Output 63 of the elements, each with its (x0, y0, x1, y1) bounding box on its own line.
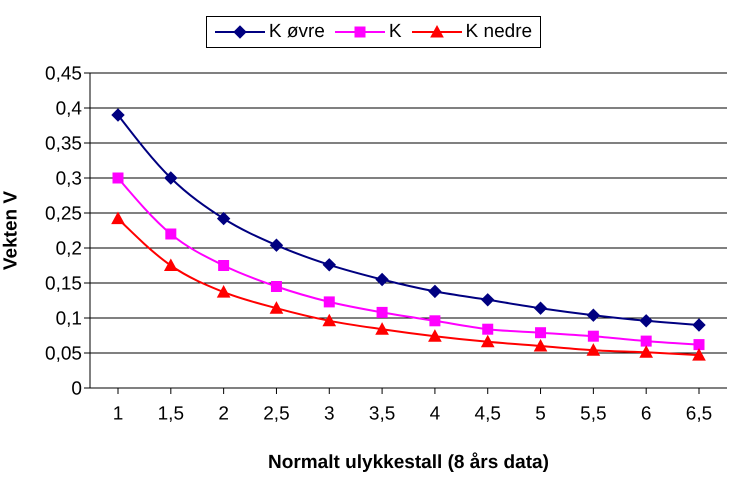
x-tick-label: 4,5 (474, 403, 501, 424)
y-tick-label: 0,35 (45, 134, 82, 155)
legend-label: K nedre (466, 21, 532, 43)
point (692, 348, 706, 361)
point (164, 172, 178, 184)
y-tick-label: 0 (71, 378, 82, 400)
point (588, 330, 599, 342)
y-tick-label: 0,2 (56, 238, 82, 260)
x-tick-label: 5 (535, 403, 546, 424)
point (322, 314, 336, 326)
point (428, 284, 442, 298)
x-tick-label: 6,5 (686, 403, 712, 424)
point (534, 340, 548, 352)
y-tick-label: 0,45 (45, 64, 82, 85)
y-tick-label: 0,05 (45, 344, 82, 365)
point (112, 212, 124, 224)
point (376, 306, 388, 318)
x-tick-label: 2,5 (263, 403, 290, 424)
x-tick-label: 3,5 (368, 403, 396, 424)
y-tick-label: 0,4 (56, 98, 82, 120)
y-tick-label: 0,3 (56, 168, 82, 190)
point (428, 330, 442, 342)
point (218, 260, 230, 271)
point (217, 212, 230, 226)
point (429, 315, 440, 326)
y-tick-label: 0,15 (45, 274, 82, 295)
point (217, 286, 230, 298)
point (112, 108, 124, 122)
x-tick-label: 6 (640, 403, 652, 424)
y-tick-label: 0,1 (56, 308, 82, 330)
point (270, 302, 283, 314)
point (640, 336, 652, 347)
y-axis-title: Vekten V (0, 190, 22, 270)
point (164, 259, 178, 271)
point (694, 339, 704, 350)
point (322, 258, 336, 272)
point (481, 293, 494, 306)
point (640, 346, 653, 358)
point (376, 322, 389, 335)
legend-label: K øvre (268, 21, 325, 43)
x-tick-label: 4 (430, 403, 441, 424)
x-tick-label: 3 (324, 403, 335, 424)
point (640, 314, 653, 328)
point (112, 172, 124, 184)
point (270, 281, 282, 292)
point (376, 273, 389, 286)
point (534, 302, 548, 315)
y-tick-label: 0,25 (45, 204, 82, 225)
x-tick-label: 1 (112, 403, 124, 424)
point (586, 344, 600, 356)
x-axis-title: Normalt ulykkestall (8 års data) (268, 452, 549, 473)
x-tick-label: 5,5 (580, 403, 607, 424)
point (481, 335, 494, 348)
point (535, 327, 546, 338)
point (482, 324, 494, 335)
point (586, 308, 600, 322)
point (692, 318, 706, 332)
x-tick-label: 2 (218, 403, 229, 424)
point (324, 296, 335, 308)
point (165, 228, 176, 240)
legend-label: K (388, 21, 402, 43)
point (270, 238, 283, 252)
x-tick-label: 1,5 (158, 403, 184, 424)
